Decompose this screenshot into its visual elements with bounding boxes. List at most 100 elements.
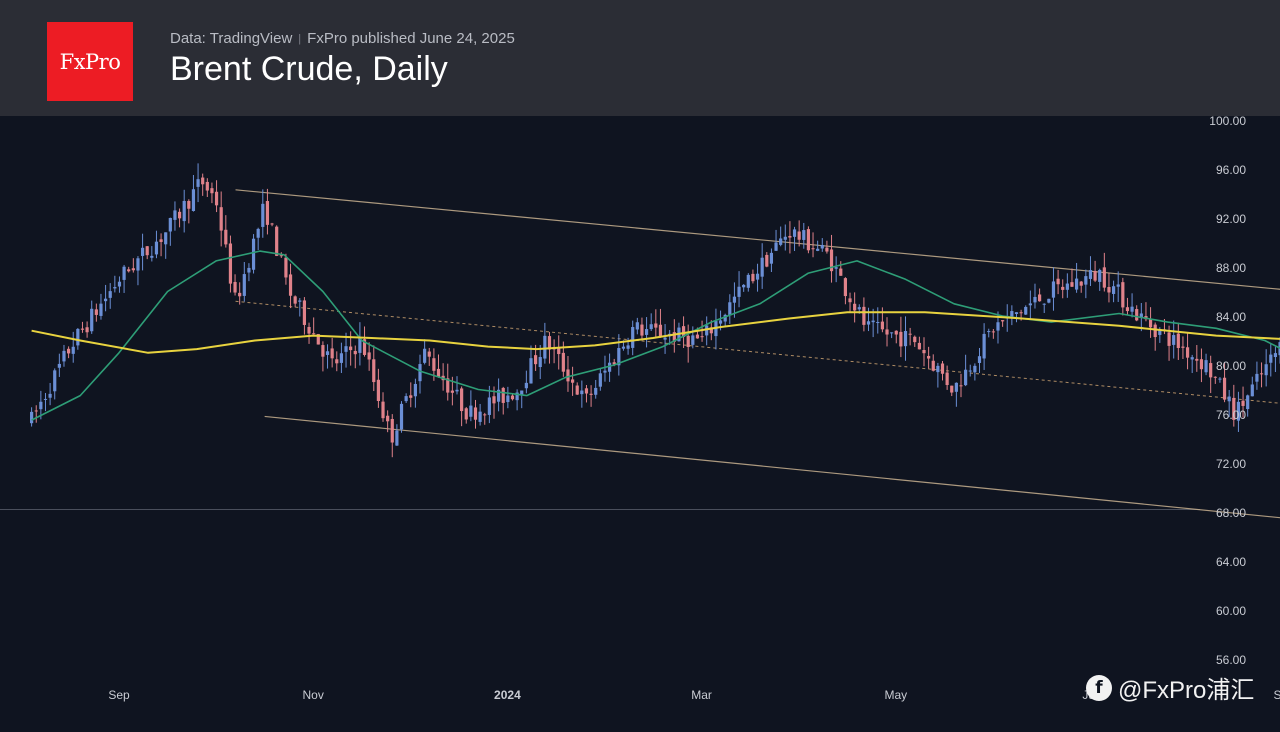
candle-body-163 xyxy=(783,236,787,240)
y-tick-label: 68.00 xyxy=(1216,506,1246,520)
candle-body-98 xyxy=(483,414,487,416)
candle-body-132 xyxy=(640,324,644,336)
candle-body-83 xyxy=(413,383,417,397)
channel-mid xyxy=(235,300,1280,404)
candle-body-115 xyxy=(561,352,565,372)
candle-body-223 xyxy=(1061,286,1065,290)
candle-body-28 xyxy=(159,239,163,242)
candle-body-179 xyxy=(857,307,861,310)
candle-body-25 xyxy=(145,246,149,256)
candle-body-0 xyxy=(30,411,34,424)
candle-body-206 xyxy=(982,333,986,359)
candle-body-5 xyxy=(53,370,57,392)
candle-body-41 xyxy=(219,207,223,231)
candle-body-265 xyxy=(1255,373,1259,382)
candle-body-86 xyxy=(427,351,431,357)
candle-body-49 xyxy=(256,228,260,238)
candle-body-250 xyxy=(1185,347,1190,358)
y-tick-label: 76.00 xyxy=(1216,408,1246,422)
candle-body-7 xyxy=(62,350,66,362)
candle-body-90 xyxy=(446,378,450,393)
candle-body-99 xyxy=(487,397,491,415)
candle-body-192 xyxy=(917,342,921,350)
ma-slow-line xyxy=(31,311,1280,354)
candle-body-145 xyxy=(700,336,704,338)
candle-body-236 xyxy=(1121,282,1125,308)
candle-body-129 xyxy=(626,345,630,349)
candle-body-9 xyxy=(71,346,75,354)
candle-body-231 xyxy=(1098,269,1102,282)
candle-body-218 xyxy=(1038,294,1042,302)
candle-body-248 xyxy=(1176,333,1180,348)
candle-body-75 xyxy=(376,379,380,401)
candle-body-65 xyxy=(330,348,334,359)
candle-body-66 xyxy=(335,359,339,364)
candle-body-262 xyxy=(1241,400,1245,406)
candle-body-109 xyxy=(534,355,538,365)
candle-body-18 xyxy=(113,287,117,289)
candle-body-22 xyxy=(131,268,135,271)
candle-body-198 xyxy=(945,372,949,385)
candle-body-15 xyxy=(99,303,103,316)
candle-body-68 xyxy=(344,346,348,352)
candle-body-210 xyxy=(1001,320,1005,322)
y-tick-label: 72.00 xyxy=(1216,457,1246,471)
candle-body-228 xyxy=(1084,276,1088,285)
candle-body-135 xyxy=(654,323,658,328)
candle-body-238 xyxy=(1130,306,1134,312)
candle-body-242 xyxy=(1148,319,1153,328)
candle-body-48 xyxy=(251,238,256,270)
candle-body-162 xyxy=(779,238,783,245)
candle-body-59 xyxy=(302,300,307,325)
candle-body-57 xyxy=(293,296,297,304)
candle-body-190 xyxy=(908,333,912,335)
candle-body-134 xyxy=(649,324,653,330)
y-tick-label: 60.00 xyxy=(1216,604,1246,618)
candle-body-203 xyxy=(968,370,972,372)
candle-body-33 xyxy=(182,200,186,222)
candle-body-213 xyxy=(1014,312,1019,315)
candle-body-260 xyxy=(1232,397,1236,420)
y-tick-label: 100.00 xyxy=(1209,116,1246,128)
candle-body-13 xyxy=(90,308,94,332)
x-tick-label: 2024 xyxy=(494,688,521,702)
candle-body-92 xyxy=(455,389,459,392)
candle-body-26 xyxy=(150,255,154,258)
candle-body-24 xyxy=(140,247,145,256)
candle-body-8 xyxy=(67,348,71,354)
candle-body-255 xyxy=(1209,363,1213,378)
candle-body-27 xyxy=(154,241,159,255)
candle-body-196 xyxy=(936,365,940,373)
candle-body-217 xyxy=(1033,296,1037,303)
candle-body-170 xyxy=(816,248,820,251)
candle-body-62 xyxy=(316,334,320,345)
candle-body-261 xyxy=(1236,401,1241,421)
candle-body-167 xyxy=(802,230,806,240)
candle-body-111 xyxy=(543,335,547,359)
candle-body-153 xyxy=(737,286,741,297)
y-tick-label: 88.00 xyxy=(1216,261,1246,275)
candle-body-263 xyxy=(1246,395,1250,410)
candle-body-76 xyxy=(381,401,385,419)
candle-body-219 xyxy=(1042,303,1046,305)
candle-body-246 xyxy=(1167,332,1171,346)
candle-body-226 xyxy=(1074,278,1079,290)
candle-body-81 xyxy=(404,396,408,402)
candle-body-102 xyxy=(501,387,505,403)
price-chart: 100.00 96.00 92.00 88.00 84.00 80.00 76.00 72.0… xyxy=(0,116,1280,702)
candle-body-166 xyxy=(797,231,801,240)
candle-body-221 xyxy=(1051,281,1056,298)
candle-body-151 xyxy=(728,302,732,316)
candle-body-157 xyxy=(755,273,760,280)
candle-body-181 xyxy=(866,321,871,325)
candle-body-126 xyxy=(612,362,616,365)
candle-body-257 xyxy=(1218,378,1222,380)
candle-body-268 xyxy=(1269,354,1273,363)
f-badge-icon: f xyxy=(1086,674,1112,701)
candle-body-63 xyxy=(321,345,325,357)
candle-body-224 xyxy=(1065,283,1069,290)
candle-body-30 xyxy=(168,217,172,232)
watermark-text: @FxPro浦汇 xyxy=(1118,677,1255,704)
candle-body-202 xyxy=(964,369,968,386)
candle-body-184 xyxy=(880,321,884,330)
